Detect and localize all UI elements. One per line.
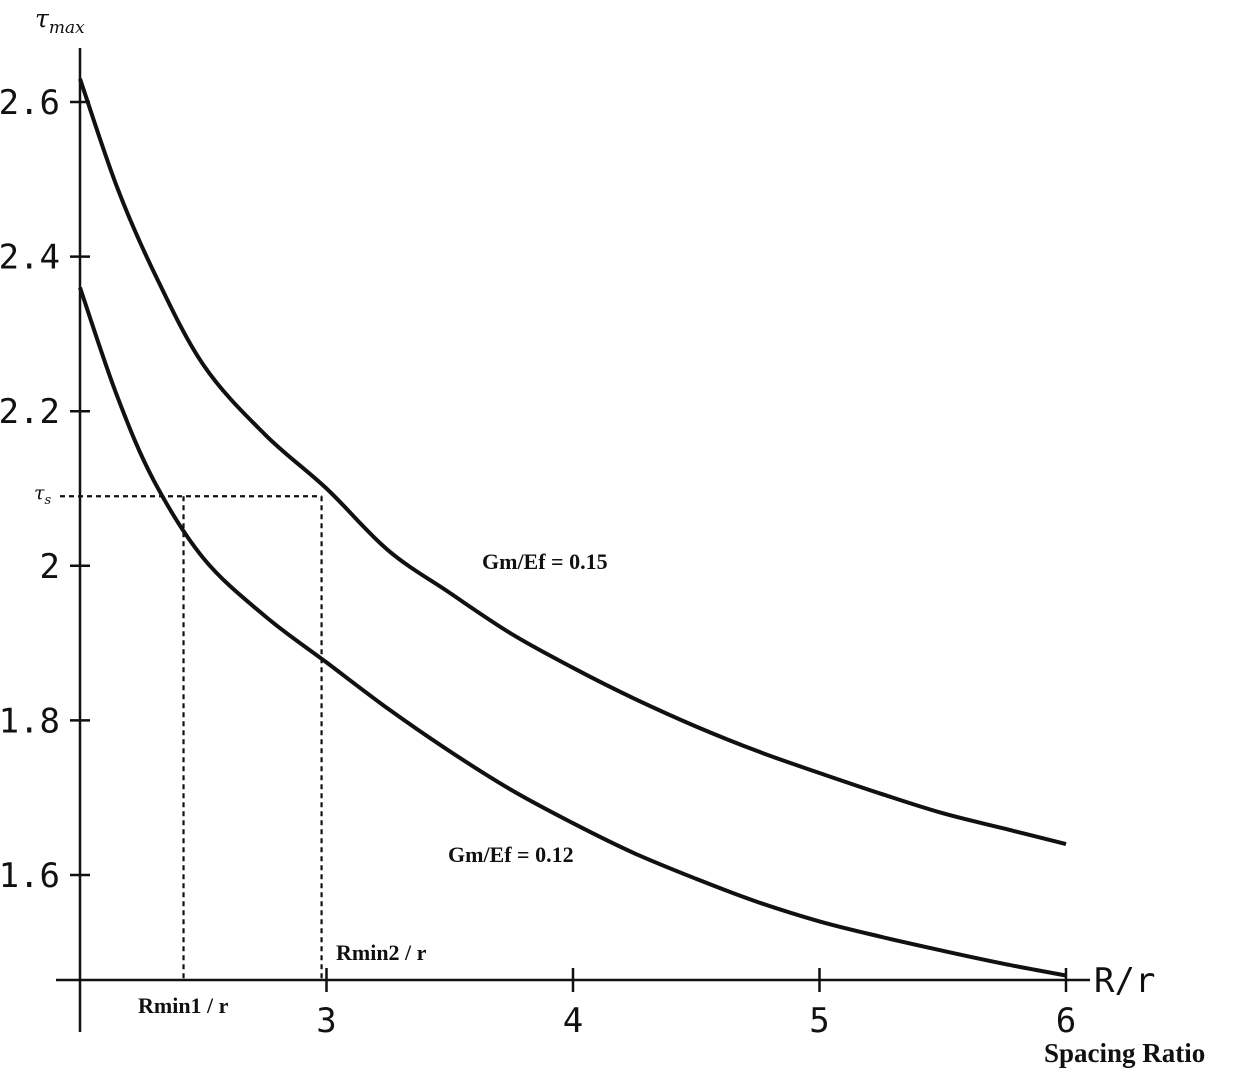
- tau-s-label: τs: [34, 482, 52, 508]
- y-tick-label: 1.6: [0, 856, 60, 896]
- y-axis-title: τmax: [35, 4, 85, 38]
- rmin1-label: Rmin1 / r: [138, 993, 229, 1018]
- x-axis-secondary-title: Spacing Ratio: [1044, 1038, 1205, 1068]
- x-axis-title: R/r: [1094, 961, 1155, 1001]
- x-tick-label: 3: [316, 1001, 336, 1041]
- y-tick-label: 1.8: [0, 701, 60, 741]
- ticks-group: 3 4 5 6 1.6 1.8 2 2.2 2.4 2.6: [0, 83, 1076, 1041]
- series-label-gm-ef-0-12: Gm/Ef = 0.12: [448, 842, 574, 867]
- y-tick-label: 2.2: [0, 392, 60, 432]
- rmin2-label: Rmin2 / r: [336, 940, 427, 965]
- x-tick-label: 5: [809, 1001, 829, 1041]
- series-line-gm-ef-0-15: [78, 78, 1067, 847]
- x-tick-label: 4: [563, 1001, 583, 1041]
- series-line-gm-ef-0-12: [78, 286, 1067, 978]
- series-label-gm-ef-0-15: Gm/Ef = 0.15: [482, 549, 608, 574]
- y-tick-label: 2.6: [0, 83, 60, 123]
- y-tick-label: 2: [40, 547, 60, 587]
- y-tick-label: 2.4: [0, 238, 60, 278]
- x-tick-label: 6: [1056, 1001, 1076, 1041]
